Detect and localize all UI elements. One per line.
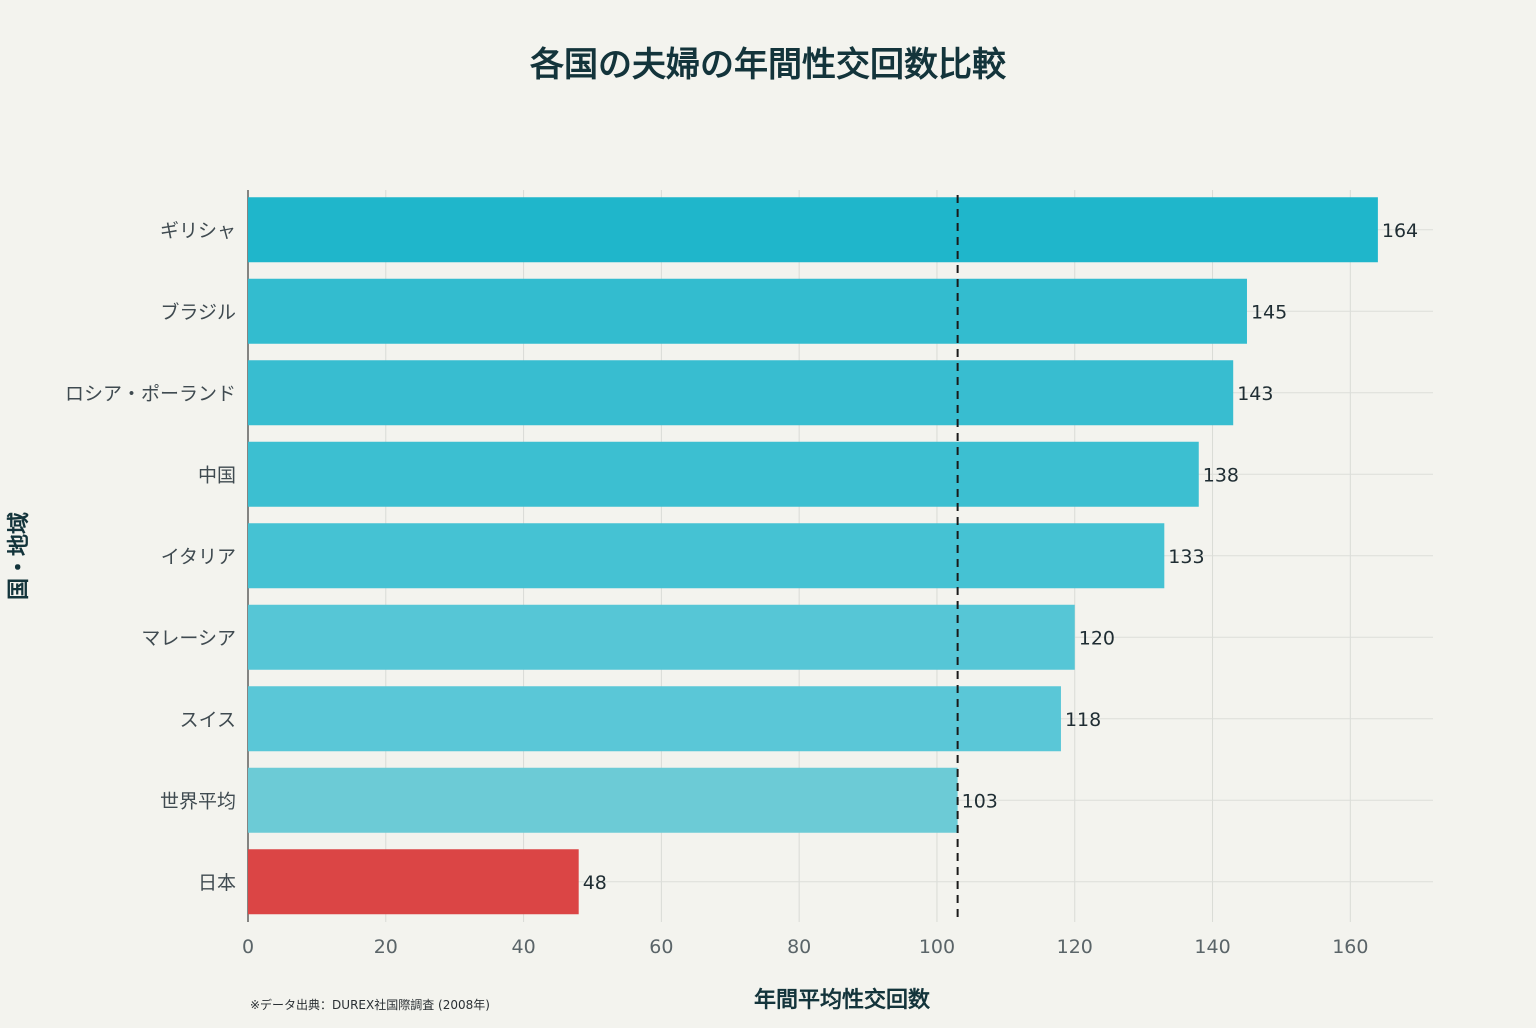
data-label: 143 [1237,383,1273,405]
bar [248,441,1199,507]
x-tick-label: 160 [1332,936,1368,958]
data-label: 48 [583,872,607,894]
bar [248,360,1234,426]
category-label: 世界平均 [160,790,236,812]
category-label: ギリシャ [160,220,236,242]
data-label: 118 [1065,709,1101,731]
data-label: 133 [1168,546,1204,568]
category-label: 中国 [198,464,236,486]
category-label: 日本 [198,872,236,894]
data-label: 145 [1251,301,1287,323]
bar [248,767,958,833]
x-tick-label: 140 [1194,936,1230,958]
x-tick-label: 40 [511,936,535,958]
y-axis-title: 国・地域 [6,512,32,600]
bar [248,849,579,915]
data-label: 138 [1203,464,1239,486]
bar [248,604,1075,670]
category-label: ブラジル [160,300,236,323]
x-tick-label: 0 [242,936,254,958]
bar [248,197,1378,263]
x-axis-title: 年間平均性交回数 [754,987,931,1013]
x-tick-label: 120 [1057,936,1093,958]
bar [248,523,1165,589]
category-label: イタリア [161,546,236,568]
labels-layer: 0 20 40 60 80 100 120 140 160 ギリシャ 164 ブラジル 145 ロシア・ポ… [65,220,1418,958]
category-label: マレーシア [141,627,236,649]
source-note: ※データ出典：DUREX社国際調査 (2008年) [250,997,490,1012]
chart-title: 各国の夫婦の年間性交回数比較 [530,45,1007,85]
category-label: ロシア・ポーランド [65,383,236,405]
data-label: 103 [962,790,998,812]
bars-layer [248,197,1378,915]
x-tick-label: 20 [374,936,398,958]
bar [248,278,1247,344]
data-label: 120 [1079,627,1115,649]
x-tick-label: 80 [787,936,811,958]
data-label: 164 [1382,220,1418,242]
x-tick-label: 100 [919,936,955,958]
category-label: スイス [180,709,236,731]
bar [248,686,1061,752]
x-tick-label: 60 [649,936,673,958]
